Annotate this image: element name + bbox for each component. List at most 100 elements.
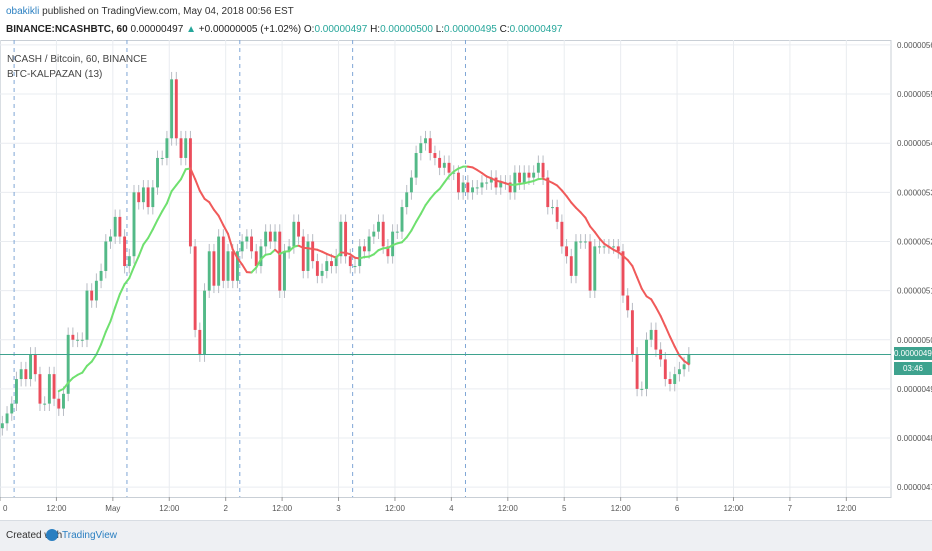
- price-chart[interactable]: 0.000005600.000005500.000005400.00000530…: [0, 40, 932, 520]
- x-tick-label: May: [105, 504, 120, 513]
- candle-body: [499, 183, 502, 188]
- y-tick-label: 0.00000520: [897, 237, 932, 246]
- y-tick-label: 0.00000560: [897, 41, 932, 50]
- moving-average-segment: [440, 183, 445, 189]
- candle-body: [208, 251, 211, 290]
- footer-bar: Created with TradingView: [0, 520, 932, 551]
- candle-body: [10, 404, 13, 414]
- open-value: 0.00000497: [314, 24, 367, 35]
- y-tick-label: 0.00000540: [897, 139, 932, 148]
- moving-average-segment: [115, 294, 120, 307]
- candle-body: [513, 173, 516, 193]
- candle-body: [43, 404, 46, 405]
- candle-body: [194, 246, 197, 330]
- x-tick-label: 12:00: [46, 504, 67, 513]
- y-tick-label: 0.00000550: [897, 90, 932, 99]
- candle-body: [48, 374, 51, 403]
- symbol-label[interactable]: BINANCE:NCASHBTC, 60: [6, 24, 128, 35]
- candle-body: [245, 237, 248, 242]
- author-link[interactable]: obakikli: [6, 6, 39, 17]
- candle-body: [259, 246, 262, 266]
- candle-body: [462, 183, 465, 193]
- x-tick-label: 6: [675, 504, 680, 513]
- candle-body: [147, 187, 150, 207]
- candle-body: [180, 138, 183, 158]
- moving-average-segment: [181, 169, 186, 179]
- candle-body: [664, 359, 667, 379]
- moving-average-segment: [158, 211, 163, 220]
- tradingview-logo-icon[interactable]: [46, 529, 58, 541]
- moving-average-segment: [92, 354, 97, 361]
- moving-average-segment: [595, 232, 600, 238]
- candle-body: [438, 158, 441, 168]
- candle-body: [170, 79, 173, 138]
- candle-body: [537, 163, 540, 173]
- legend-main-series[interactable]: NCASH / Bitcoin, 60, BINANCE: [7, 52, 147, 67]
- candle-body: [485, 183, 488, 184]
- y-tick-label: 0.00000510: [897, 287, 932, 296]
- candle-body: [29, 354, 32, 379]
- candle-body: [584, 241, 587, 242]
- candle-body: [532, 173, 535, 178]
- candle-body: [631, 310, 634, 354]
- moving-average-segment: [665, 326, 670, 337]
- candle-body: [556, 207, 559, 222]
- candle-body: [95, 281, 98, 301]
- moving-average-segment: [628, 260, 633, 266]
- candle-body: [250, 237, 253, 252]
- chart-area[interactable]: 0.000005600.000005500.000005400.00000530…: [0, 40, 932, 520]
- moving-average-segment: [209, 202, 214, 210]
- candle-body: [118, 217, 121, 237]
- candle-body: [198, 330, 201, 355]
- candle-body: [76, 340, 79, 341]
- chart-legend: NCASH / Bitcoin, 60, BINANCE BTC-KALPAZA…: [7, 52, 147, 82]
- candle-body: [575, 241, 578, 275]
- candle-body: [419, 143, 422, 153]
- candle-body: [203, 291, 206, 355]
- moving-average-segment: [172, 185, 177, 191]
- candle-body: [104, 241, 107, 270]
- x-tick-label: 12:00: [385, 504, 406, 513]
- candle-body: [598, 246, 601, 247]
- candle-body: [62, 394, 65, 409]
- candle-body: [81, 340, 84, 341]
- tradingview-link[interactable]: TradingView: [62, 530, 117, 541]
- candle-body: [100, 271, 103, 281]
- last-price-tag: 0.00000497: [894, 347, 932, 360]
- candle-body: [24, 369, 27, 379]
- candle-body: [297, 222, 300, 237]
- y-tick-label: 0.00000470: [897, 483, 932, 492]
- moving-average-segment: [637, 277, 642, 288]
- candle-body: [480, 183, 483, 188]
- candle-body: [589, 241, 592, 290]
- candle-body: [523, 173, 526, 183]
- moving-average-segment: [557, 186, 562, 191]
- moving-average-segment: [134, 256, 139, 267]
- candle-body: [15, 379, 18, 404]
- candle-body: [292, 222, 295, 247]
- candle-body: [302, 237, 305, 271]
- candle-body: [227, 251, 230, 280]
- candle-body: [429, 138, 432, 153]
- legend-indicator[interactable]: BTC-KALPAZAN (13): [7, 67, 147, 82]
- moving-average-segment: [153, 220, 158, 229]
- candle-body: [71, 335, 74, 340]
- candle-body: [90, 291, 93, 301]
- moving-average-segment: [416, 214, 421, 222]
- candle-body: [377, 222, 380, 232]
- candle-body: [433, 153, 436, 158]
- moving-average-segment: [651, 299, 656, 307]
- publish-text: published on TradingView.com, May 04, 20…: [42, 6, 294, 17]
- candle-body: [448, 163, 451, 173]
- candle-body: [466, 183, 469, 193]
- x-tick-label: 0: [3, 504, 8, 513]
- candle-body: [476, 187, 479, 188]
- candle-body: [415, 153, 418, 178]
- x-tick-label: 5: [562, 504, 567, 513]
- candle-body: [151, 187, 154, 207]
- candle-body: [156, 158, 159, 187]
- candle-body: [184, 138, 187, 158]
- candle-body: [241, 241, 244, 251]
- moving-average-segment: [219, 216, 224, 225]
- candle-body: [330, 261, 333, 266]
